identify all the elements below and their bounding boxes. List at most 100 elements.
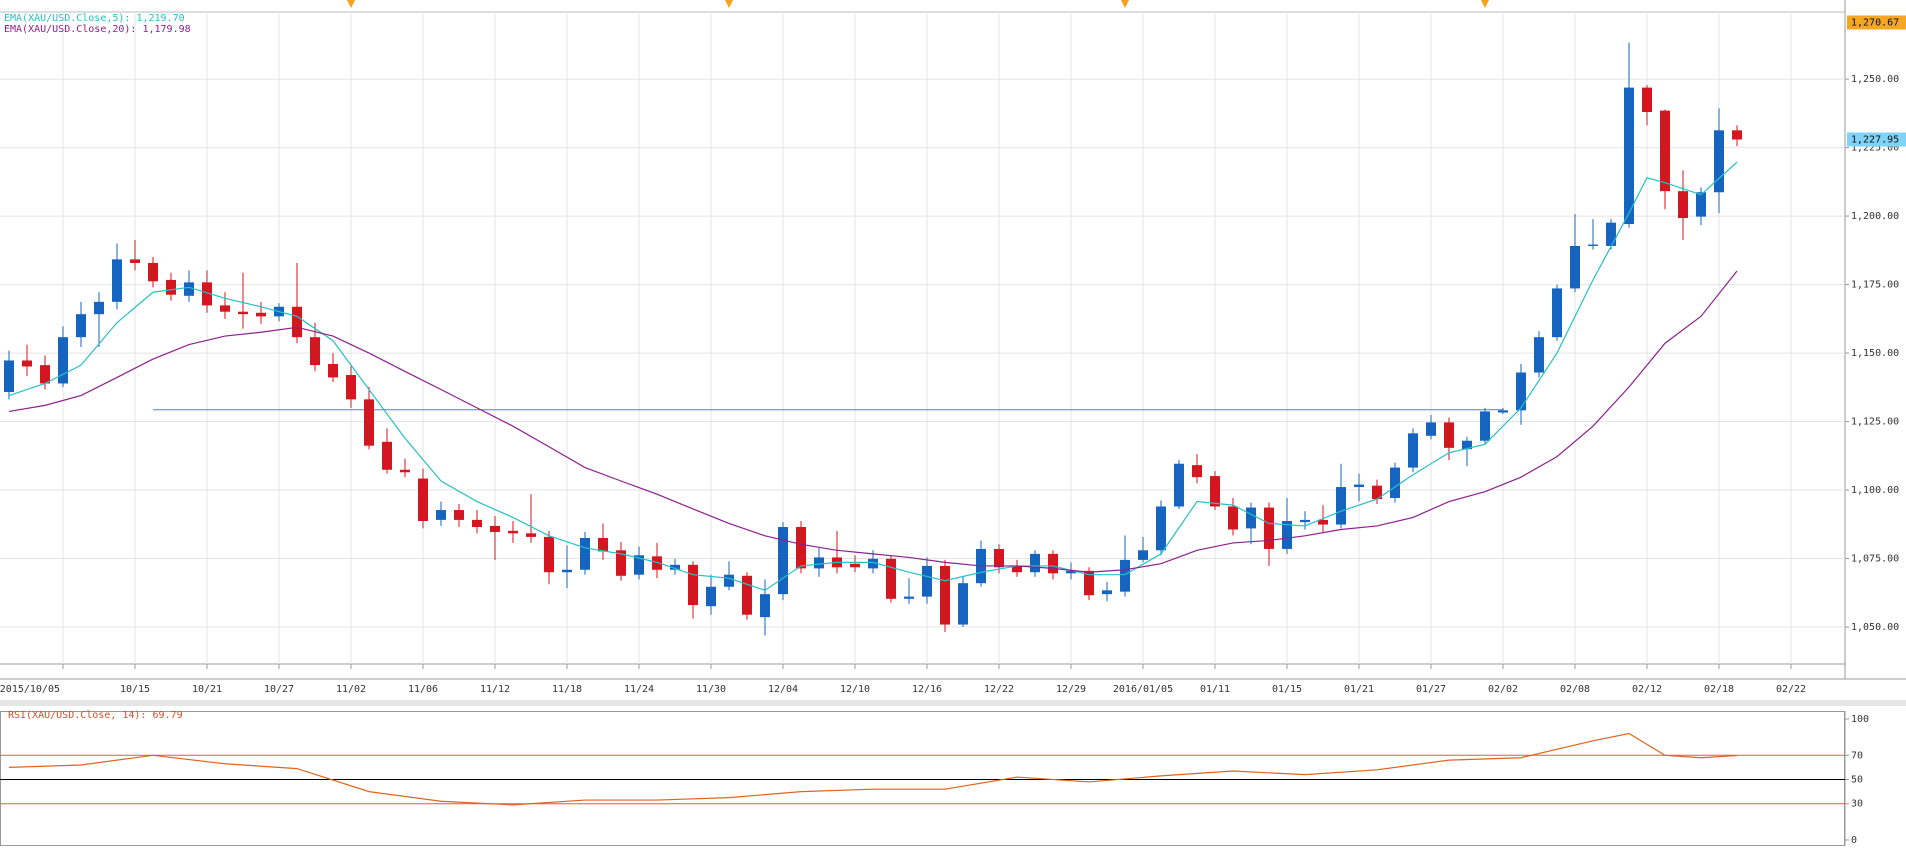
price-label: 1,227.95: [1851, 135, 1899, 146]
candle-body: [940, 565, 950, 625]
candle-body: [1660, 110, 1670, 192]
candle-body: [1120, 559, 1130, 592]
candle-body: [1084, 570, 1094, 596]
candle-body: [1066, 570, 1076, 574]
candle-body: [778, 527, 788, 595]
candle-body: [4, 360, 14, 392]
candle-body: [850, 563, 860, 568]
candle-body: [220, 305, 230, 312]
x-tick-label: 10/27: [264, 684, 294, 695]
candle-body: [580, 537, 590, 570]
event-marker: [1121, 0, 1129, 8]
candle-body: [1210, 476, 1220, 507]
candle-body: [760, 594, 770, 618]
candle-body: [1588, 244, 1598, 246]
candle-body: [1516, 372, 1526, 411]
candle-body: [724, 574, 734, 587]
x-tick-label: 02/18: [1704, 684, 1734, 695]
x-tick-label: 02/02: [1488, 684, 1518, 695]
candle-body: [400, 469, 410, 473]
x-tick-label: 12/04: [768, 684, 798, 695]
candle-body: [1696, 192, 1706, 217]
x-tick-label: 11/18: [552, 684, 582, 695]
candle-body: [958, 583, 968, 625]
x-tick-label: 11/30: [696, 684, 726, 695]
x-tick-label: 12/16: [912, 684, 942, 695]
candle-body: [1534, 337, 1544, 373]
candle-body: [544, 536, 554, 573]
y-tick-label: 1,150.00: [1851, 348, 1899, 359]
legend-ema20: EMA(XAU/USD.Close,20): 1,179.98: [4, 24, 191, 35]
candle-body: [1678, 191, 1688, 219]
candle-body: [1480, 411, 1490, 441]
price-label-box: [1847, 15, 1906, 30]
x-tick-label: 02/12: [1632, 684, 1662, 695]
candle-body: [1462, 440, 1472, 450]
y-tick-label: 100: [1851, 714, 1869, 725]
candle-body: [688, 564, 698, 606]
price-label-box: [1847, 132, 1906, 147]
candle-body: [652, 556, 662, 570]
candle-body: [1012, 565, 1022, 573]
candle-body: [490, 525, 500, 532]
y-tick-label: 30: [1851, 799, 1863, 810]
x-tick-label: 12/10: [840, 684, 870, 695]
candle-body: [1264, 507, 1274, 549]
candle-body: [1138, 550, 1148, 560]
candle-body: [1354, 484, 1364, 488]
candle-body: [1282, 520, 1292, 549]
x-tick-label: 01/15: [1272, 684, 1302, 695]
candle-body: [1570, 245, 1580, 289]
candle-body: [76, 314, 86, 338]
candle-body: [616, 550, 626, 576]
candle-body: [706, 586, 716, 607]
candle-body: [1102, 590, 1112, 595]
candle-body: [112, 259, 122, 302]
candle-body: [364, 399, 374, 446]
candle-body: [994, 548, 1004, 568]
candle-body: [202, 282, 212, 306]
x-tick-label: 02/08: [1560, 684, 1590, 695]
y-tick-label: 1,125.00: [1851, 417, 1899, 428]
candle-body: [1318, 519, 1328, 525]
candle-body: [1192, 465, 1202, 478]
candle-body: [1408, 433, 1418, 468]
x-tick-label: 10/15: [120, 684, 150, 695]
candle-body: [886, 558, 896, 599]
y-tick-label: 1,200.00: [1851, 211, 1899, 222]
candle-body: [814, 557, 824, 569]
y-tick-label: 1,100.00: [1851, 485, 1899, 496]
x-tick-label: 11/24: [624, 684, 654, 695]
candle-body: [1048, 553, 1058, 574]
x-tick-label: 01/27: [1416, 684, 1446, 695]
candle-body: [148, 262, 158, 282]
candle-body: [508, 530, 518, 534]
candle-body: [1624, 87, 1634, 225]
y-tick-label: 0: [1851, 835, 1857, 846]
x-tick-label: 01/21: [1344, 684, 1374, 695]
event-marker: [347, 0, 355, 8]
candle-body: [1552, 288, 1562, 338]
candle-body: [22, 360, 32, 367]
candle-body: [238, 311, 248, 315]
rsi-title: RSI(XAU/USD.Close, 14): 69.79: [8, 710, 183, 721]
candle-body: [328, 364, 338, 378]
candle-body: [346, 374, 356, 400]
y-tick-label: 1,075.00: [1851, 554, 1899, 565]
candle-body: [292, 306, 302, 338]
x-tick-label: 11/06: [408, 684, 438, 695]
candle-body: [1156, 506, 1166, 551]
event-marker: [725, 0, 733, 8]
y-tick-label: 50: [1851, 775, 1863, 786]
candle-body: [436, 510, 446, 520]
candle-body: [58, 337, 68, 384]
y-tick-label: 1,050.00: [1851, 622, 1899, 633]
candle-body: [1642, 87, 1652, 112]
legend-ema5: EMA(XAU/USD.Close,5): 1,219.70: [4, 13, 185, 24]
x-tick-label: 02/22: [1776, 684, 1806, 695]
candle-body: [40, 365, 50, 384]
event-marker: [1481, 0, 1489, 8]
